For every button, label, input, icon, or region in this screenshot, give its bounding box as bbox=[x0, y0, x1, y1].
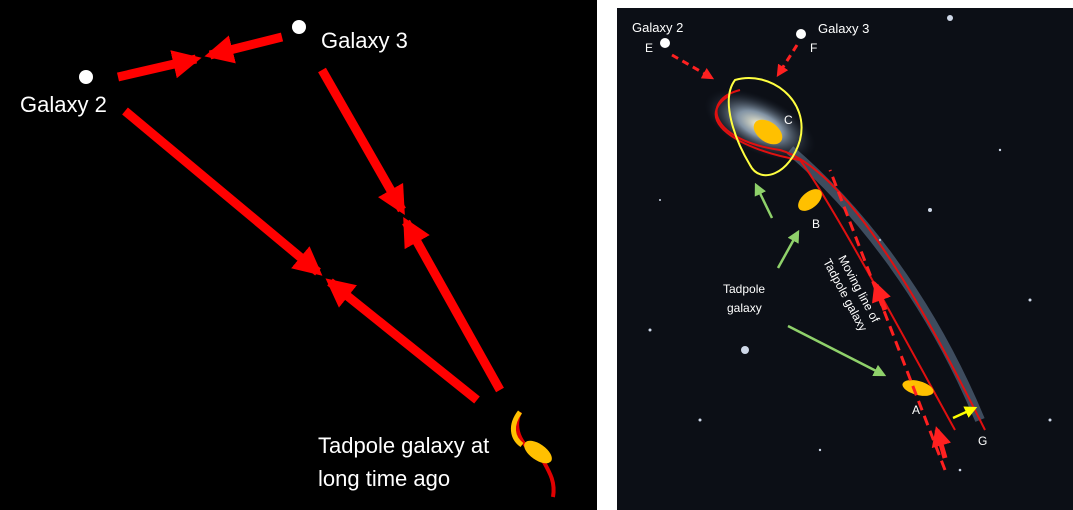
arrows bbox=[116, 32, 504, 404]
label: F bbox=[810, 41, 817, 55]
label: Galaxy 2 bbox=[632, 20, 683, 35]
moving-line bbox=[828, 169, 947, 471]
arrow bbox=[754, 182, 774, 219]
arrow bbox=[122, 107, 323, 276]
arrow bbox=[116, 50, 202, 82]
label: C bbox=[784, 113, 793, 127]
right-panel: Galaxy 2 E Galaxy 3 F C B A G Tadpole ga… bbox=[617, 8, 1073, 510]
tadpole-b bbox=[798, 189, 822, 211]
arrow bbox=[402, 216, 504, 393]
label: G bbox=[978, 434, 987, 448]
label: B bbox=[812, 217, 820, 231]
arrow bbox=[952, 406, 978, 420]
arrow bbox=[872, 281, 891, 311]
orbit-line bbox=[715, 89, 986, 431]
arrow bbox=[931, 426, 952, 459]
label: A bbox=[912, 403, 920, 417]
label: E bbox=[645, 41, 653, 55]
right-background bbox=[617, 8, 1073, 510]
arrow bbox=[671, 53, 715, 80]
label: Tadpole galaxy at bbox=[318, 433, 489, 458]
arrow bbox=[318, 67, 406, 216]
arrow bbox=[204, 32, 284, 64]
orbit-line bbox=[714, 94, 956, 431]
tadpole-c bbox=[753, 119, 783, 145]
galaxy2-dot bbox=[660, 38, 670, 48]
label: Galaxy 3 bbox=[818, 21, 869, 36]
galaxy3-dot bbox=[796, 29, 806, 39]
arrow bbox=[787, 324, 887, 377]
yellow-loop bbox=[727, 77, 803, 177]
left-panel: Galaxy 3 Galaxy 2 Tadpole galaxy at long… bbox=[0, 0, 597, 510]
galaxy3-dot bbox=[292, 20, 306, 34]
arrow bbox=[776, 229, 800, 269]
label: Galaxy 3 bbox=[321, 28, 408, 53]
tadpole-arc bbox=[511, 410, 524, 448]
label: Tadpole bbox=[723, 282, 765, 296]
green-arrows bbox=[754, 182, 887, 377]
arrow bbox=[776, 44, 799, 78]
arrow bbox=[325, 278, 480, 404]
label: Galaxy 2 bbox=[20, 92, 107, 117]
label: long time ago bbox=[318, 466, 450, 491]
tadpole-a bbox=[902, 380, 934, 396]
tadpole-body bbox=[524, 440, 552, 464]
label: galaxy bbox=[727, 301, 762, 315]
galaxy2-dot bbox=[79, 70, 93, 84]
